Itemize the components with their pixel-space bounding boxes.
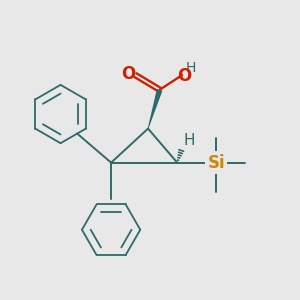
Polygon shape xyxy=(148,89,163,129)
Text: Si: Si xyxy=(207,154,225,172)
Text: O: O xyxy=(177,67,191,85)
Text: H: H xyxy=(183,133,195,148)
Text: O: O xyxy=(122,65,136,83)
Text: H: H xyxy=(186,61,196,75)
